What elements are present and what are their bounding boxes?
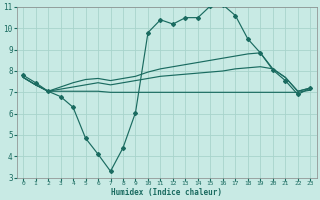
X-axis label: Humidex (Indice chaleur): Humidex (Indice chaleur) (111, 188, 222, 197)
